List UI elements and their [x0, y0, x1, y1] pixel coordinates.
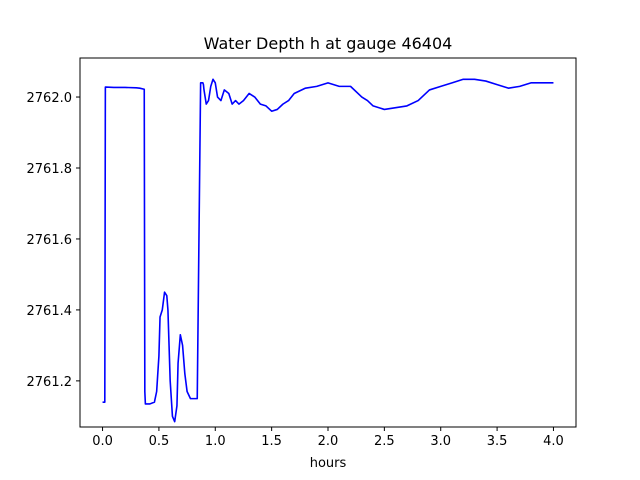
x-axis-label: hours [310, 456, 347, 471]
y-tick-label: 2762.0 [27, 91, 73, 106]
x-tick-label: 1.5 [261, 434, 282, 449]
x-tick-label: 4.0 [543, 434, 564, 449]
plot-area: 0.0 0.5 1.0 1.5 2.0 2.5 3.0 3.5 4.0 2761.2 2761.4 2… [27, 57, 577, 449]
y-tick-label: 2761.6 [27, 233, 73, 248]
x-tick-label: 3.0 [430, 434, 451, 449]
x-tick-label: 2.0 [318, 434, 339, 449]
plot-frame [79, 57, 577, 428]
x-tick-label: 2.5 [374, 434, 395, 449]
y-tick-label: 2761.4 [27, 304, 73, 319]
y-tick-label: 2761.2 [27, 375, 73, 390]
x-tick-label: 0.0 [92, 434, 113, 449]
x-tick-label: 0.5 [149, 434, 170, 449]
x-tick-label: 1.0 [205, 434, 226, 449]
series-line-0 [102, 78, 554, 423]
y-tick-label: 2761.8 [27, 162, 73, 177]
x-tick-label: 3.5 [487, 434, 508, 449]
chart-title: Water Depth h at gauge 46404 [204, 34, 453, 53]
